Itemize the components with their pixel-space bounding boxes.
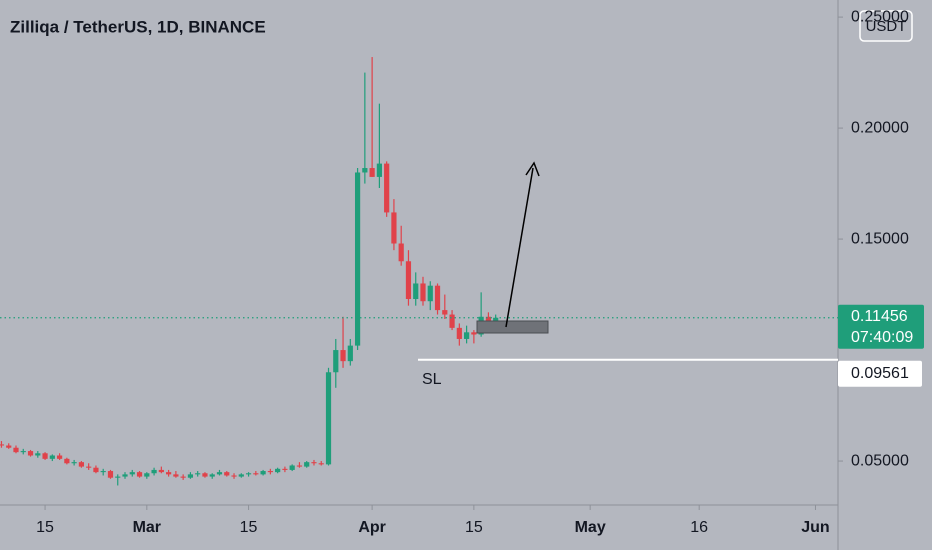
x-tick-label: Mar: [133, 519, 161, 536]
candle-body: [20, 451, 26, 453]
candle-body: [216, 472, 223, 475]
candle-body: [245, 473, 252, 475]
candle-body: [449, 314, 455, 328]
x-tick-label: May: [575, 519, 606, 536]
candle-body: [398, 243, 404, 262]
candle-body: [427, 285, 433, 302]
candle-body: [384, 163, 390, 213]
candle-body: [362, 168, 368, 173]
candle-body: [333, 350, 339, 373]
candle-body: [71, 462, 77, 464]
candle-body: [354, 172, 361, 346]
x-tick-label: 15: [465, 519, 483, 536]
candle-body: [442, 310, 448, 315]
currency-box: [859, 10, 913, 42]
candle-body: [56, 455, 63, 459]
candle-body: [347, 345, 353, 362]
candle-body: [464, 332, 470, 339]
candle-body: [485, 316, 492, 324]
candle-body: [434, 285, 441, 311]
countdown-label: 07:40:09: [851, 329, 913, 346]
x-tick-label: 16: [690, 519, 708, 536]
candle-body: [369, 168, 375, 177]
candle-body: [129, 472, 135, 475]
plot-area: [0, 57, 838, 486]
chart-title: Zilliqa / TetherUS, 1D, BINANCE: [10, 17, 266, 36]
candle-body: [275, 468, 281, 473]
candle-body: [340, 350, 346, 362]
candle-body: [49, 455, 55, 459]
target-arrow: [505, 167, 534, 328]
candle-body: [158, 469, 164, 473]
candle-body: [296, 465, 303, 467]
candle-body: [202, 473, 208, 477]
candle-body: [391, 212, 397, 244]
candle-body: [224, 472, 230, 476]
candle-body: [42, 453, 48, 459]
stop-loss-price: 0.09561: [851, 365, 909, 382]
last-price-box: [838, 304, 924, 349]
candle-body: [238, 474, 244, 477]
candle-body: [151, 469, 157, 474]
currency-label: USDT: [866, 18, 907, 35]
candle-body: [282, 468, 288, 470]
x-tick-label: Apr: [358, 519, 386, 536]
candle-body: [27, 451, 34, 456]
candle-body: [231, 475, 237, 477]
candle-body: [187, 474, 194, 478]
candle-body: [136, 472, 143, 477]
candle-body: [180, 476, 186, 478]
candle-body: [86, 466, 92, 468]
candle-body: [311, 462, 317, 464]
x-tick-label: Jun: [801, 519, 829, 536]
candle-body: [93, 467, 99, 473]
candle-body: [420, 283, 426, 302]
candle-body: [413, 283, 419, 300]
candle-body: [0, 444, 5, 446]
candle-body: [405, 261, 412, 300]
candle-body: [166, 472, 172, 475]
candle-body: [100, 471, 106, 473]
candle-body: [260, 471, 266, 475]
candle-body: [122, 474, 128, 477]
y-tick-label: 0.15000: [851, 230, 909, 247]
entry-zone: [476, 320, 549, 334]
candle-body: [471, 332, 477, 335]
candle-body: [115, 476, 121, 478]
candle-body: [78, 462, 85, 467]
x-tick-label: 15: [36, 519, 54, 536]
arrow-head: [525, 161, 540, 177]
candle-body: [173, 474, 179, 477]
candle-body: [267, 471, 273, 473]
candle-body: [304, 462, 310, 467]
candle-body: [376, 163, 382, 177]
stop-loss-box: [838, 360, 922, 387]
candle-body: [6, 445, 12, 448]
y-tick-label: 0.25000: [851, 8, 909, 25]
last-price-label: 0.11456: [851, 308, 908, 325]
candle-body: [144, 473, 150, 477]
y-tick-label: 0.05000: [851, 452, 909, 469]
candle-body: [35, 453, 41, 456]
candle-body: [209, 474, 215, 477]
candle-body: [64, 458, 70, 464]
candle-body: [325, 372, 332, 465]
x-tick-label: 15: [240, 519, 258, 536]
candle-body: [289, 465, 295, 470]
candle-body: [13, 447, 19, 453]
candle-body: [253, 473, 259, 475]
candle-body: [318, 463, 324, 465]
candle-body: [107, 471, 114, 478]
overlay: 0.11456 07:40:09 SL 0.09561 USDT: [422, 10, 924, 388]
y-tick-label: 0.20000: [851, 119, 909, 136]
candle-body: [456, 327, 462, 339]
candle-body: [195, 473, 201, 475]
stop-loss-text: SL: [422, 371, 442, 388]
